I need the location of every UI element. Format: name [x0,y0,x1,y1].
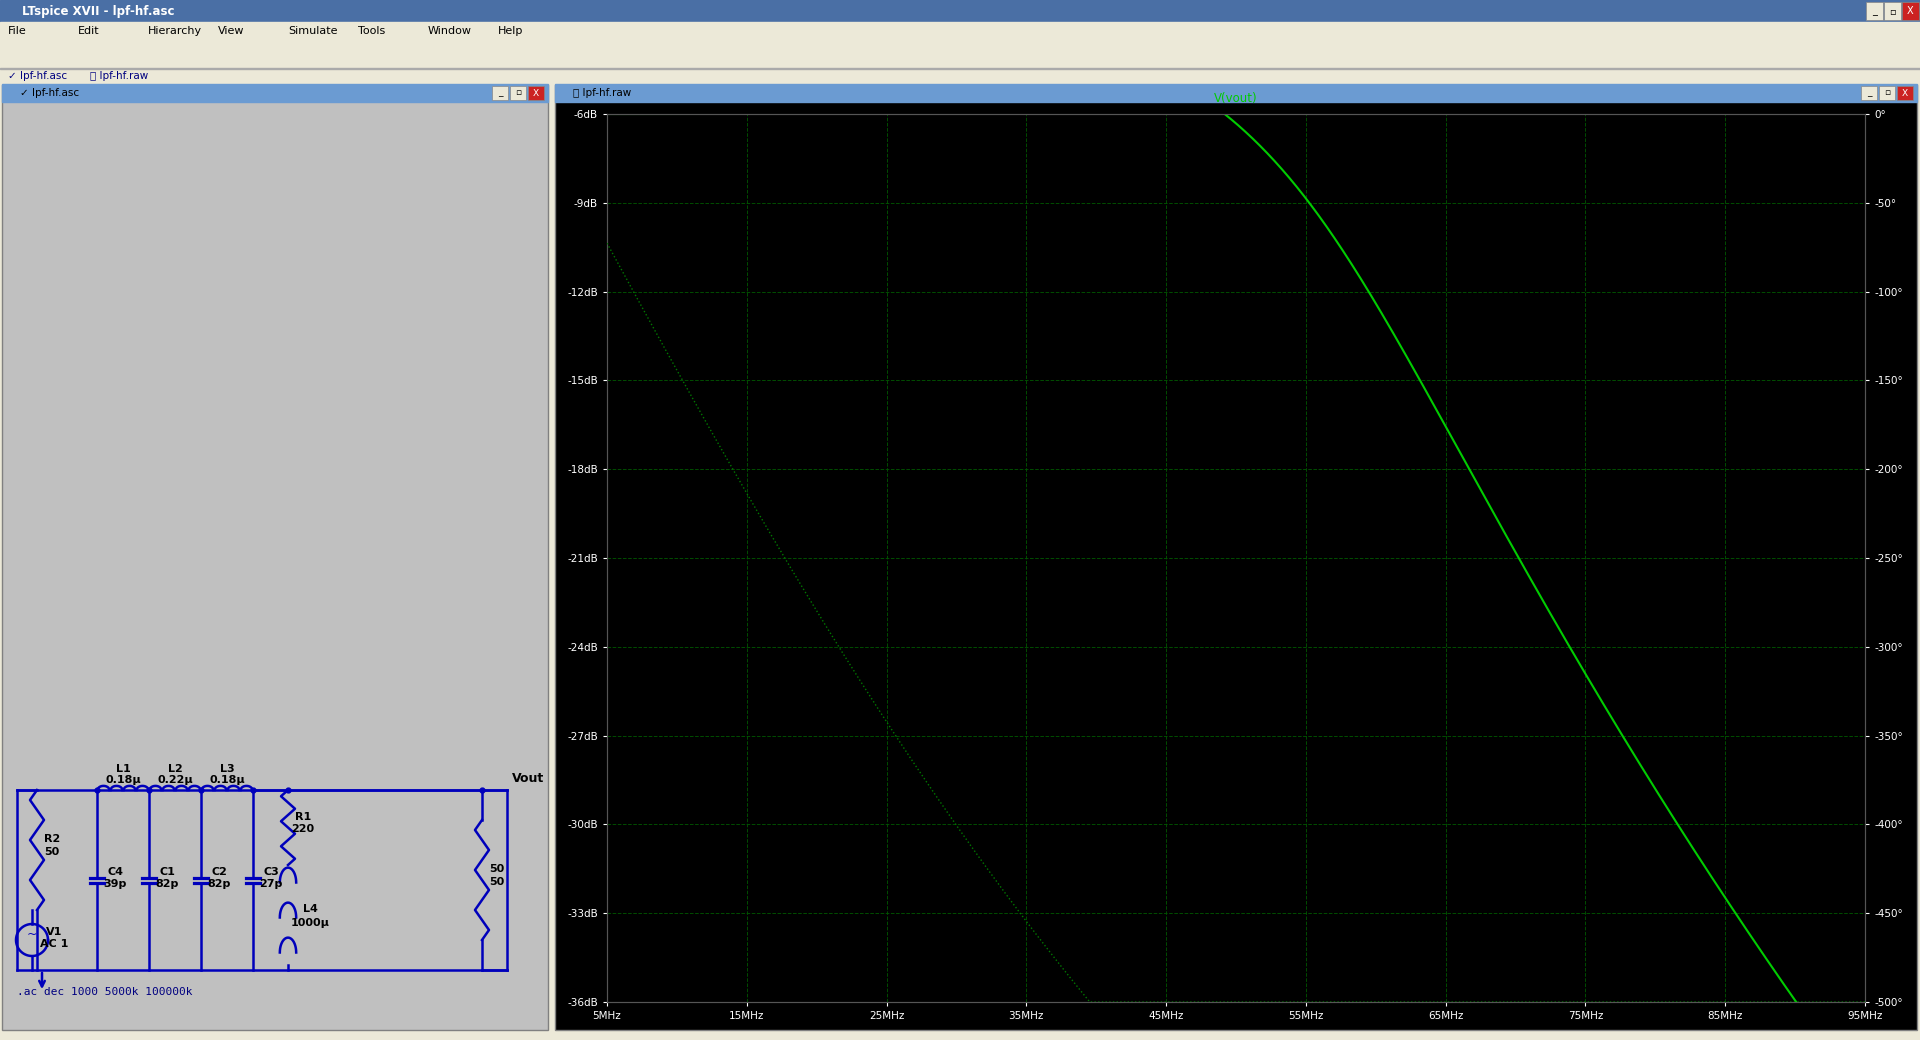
Bar [2,84,547,102]
Text: L2: L2 [167,764,182,774]
Bar [555,84,1916,1030]
Text: File: File [8,26,27,36]
Text: C2: C2 [211,867,227,877]
Text: Hierarchy: Hierarchy [148,26,202,36]
Text: 📈 lpf-hf.raw: 📈 lpf-hf.raw [90,71,148,81]
Text: L3: L3 [219,764,234,774]
Text: ~: ~ [27,928,36,940]
Text: 27p: 27p [259,879,282,889]
Bar [0,40,1920,68]
Text: C4: C4 [108,867,123,877]
Text: R2: R2 [44,834,60,844]
Bar [1860,86,1878,100]
Text: 82p: 82p [207,879,230,889]
Bar [2,84,547,1030]
Text: _: _ [1866,88,1872,98]
Text: AC 1: AC 1 [40,939,69,948]
Text: 82p: 82p [156,879,179,889]
Text: C3: C3 [263,867,278,877]
Text: X: X [1907,6,1914,16]
Bar [1903,2,1918,20]
Bar [528,86,543,100]
Text: ✓ lpf-hf.asc: ✓ lpf-hf.asc [8,71,67,81]
Bar [0,22,1920,40]
Bar [0,0,1920,22]
Bar [555,84,1916,102]
Text: X: X [1903,88,1908,98]
Text: 50: 50 [44,847,60,857]
Text: 📈 lpf-hf.raw: 📈 lpf-hf.raw [572,88,632,98]
Text: 0.22μ: 0.22μ [157,775,192,785]
Text: _: _ [497,88,503,98]
Text: View: View [219,26,244,36]
Text: Help: Help [497,26,524,36]
Text: R1: R1 [296,811,311,822]
Bar [492,86,509,100]
Text: 50: 50 [490,864,505,874]
Text: LTspice XVII - lpf-hf.asc: LTspice XVII - lpf-hf.asc [21,4,175,18]
Bar [1866,2,1884,20]
Bar [0,68,1920,84]
Text: 1000μ: 1000μ [290,917,330,928]
Text: 220: 220 [292,825,315,834]
Text: Simulate: Simulate [288,26,338,36]
Text: _: _ [1872,6,1878,16]
Text: Edit: Edit [79,26,100,36]
Bar [1880,86,1895,100]
Text: L1: L1 [115,764,131,774]
Text: ▫: ▫ [1889,6,1895,16]
Text: Tools: Tools [357,26,386,36]
Text: 0.18μ: 0.18μ [106,775,140,785]
Text: L4: L4 [303,905,317,914]
Bar [1897,86,1912,100]
Text: Window: Window [428,26,472,36]
Text: X: X [534,88,540,98]
Text: ▫: ▫ [515,88,520,98]
Text: ▫: ▫ [1884,88,1889,98]
Text: ✓ lpf-hf.asc: ✓ lpf-hf.asc [19,88,79,98]
Text: V1: V1 [46,927,61,937]
Bar [1884,2,1901,20]
Text: Vout: Vout [513,772,543,785]
Text: 0.18μ: 0.18μ [209,775,246,785]
Text: .ac dec 1000 5000k 100000k: .ac dec 1000 5000k 100000k [17,987,192,997]
Text: C1: C1 [159,867,175,877]
Text: 50: 50 [490,877,505,887]
Text: 39p: 39p [104,879,127,889]
Text: V(vout): V(vout) [1213,93,1258,105]
Bar [511,86,526,100]
